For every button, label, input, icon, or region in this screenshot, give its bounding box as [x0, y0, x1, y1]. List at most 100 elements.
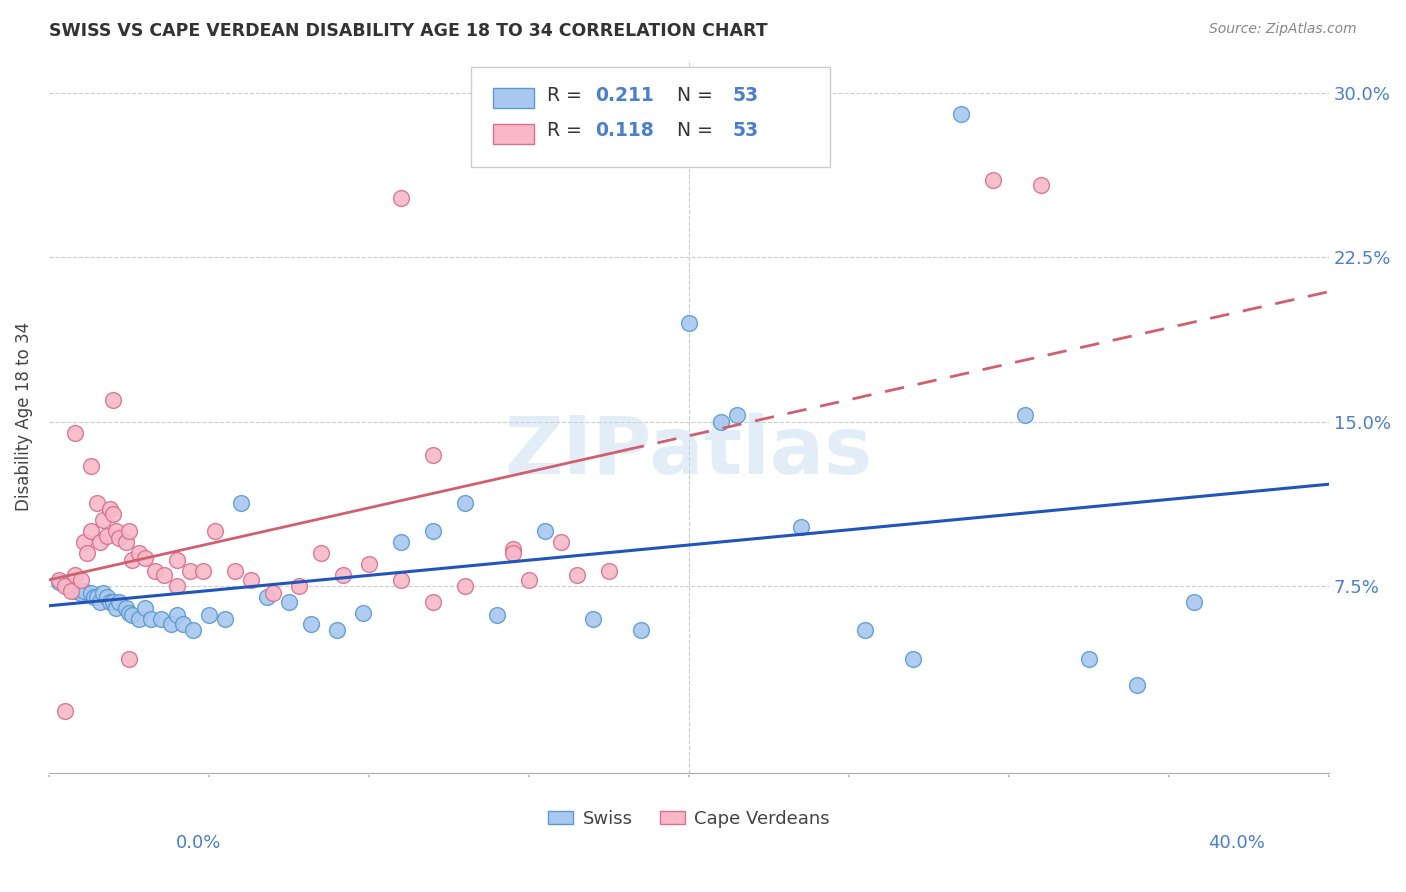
- Text: 53: 53: [733, 121, 758, 140]
- Point: [86, 591, 108, 605]
- Point: [502, 546, 524, 560]
- Point: [153, 568, 176, 582]
- Point: [550, 535, 572, 549]
- Point: [517, 573, 540, 587]
- Point: [48, 574, 70, 589]
- Point: [96, 591, 118, 605]
- Point: [118, 651, 141, 665]
- Point: [101, 507, 124, 521]
- Point: [73, 535, 96, 549]
- Point: [101, 392, 124, 407]
- Point: [565, 568, 588, 582]
- Point: [229, 496, 252, 510]
- Point: [1126, 678, 1149, 692]
- Point: [89, 535, 111, 549]
- Point: [287, 579, 309, 593]
- FancyBboxPatch shape: [494, 124, 534, 144]
- Point: [63, 583, 86, 598]
- Point: [853, 623, 876, 637]
- Text: R =: R =: [547, 86, 588, 104]
- Point: [1077, 651, 1099, 665]
- Text: ZIPatlas: ZIPatlas: [505, 413, 873, 491]
- Point: [121, 553, 143, 567]
- Point: [70, 573, 93, 587]
- Point: [725, 408, 748, 422]
- Point: [83, 591, 105, 605]
- Point: [105, 601, 128, 615]
- Point: [143, 564, 166, 578]
- Point: [485, 607, 508, 622]
- Point: [63, 568, 86, 582]
- Point: [224, 564, 246, 578]
- Point: [128, 546, 150, 560]
- Point: [299, 616, 322, 631]
- Point: [352, 606, 374, 620]
- Point: [1014, 408, 1036, 422]
- Point: [901, 651, 924, 665]
- Point: [204, 524, 226, 539]
- Point: [121, 607, 143, 622]
- Point: [56, 579, 79, 593]
- Point: [630, 623, 652, 637]
- Point: [454, 496, 477, 510]
- Point: [108, 594, 131, 608]
- Point: [105, 524, 128, 539]
- Point: [422, 594, 444, 608]
- Point: [214, 612, 236, 626]
- Text: R =: R =: [547, 121, 588, 140]
- Point: [278, 594, 301, 608]
- Text: 0.0%: 0.0%: [176, 834, 221, 852]
- Point: [172, 616, 194, 631]
- Point: [534, 524, 557, 539]
- Point: [710, 415, 733, 429]
- Point: [159, 616, 181, 631]
- Point: [149, 612, 172, 626]
- Point: [981, 173, 1004, 187]
- Point: [79, 458, 101, 473]
- Text: Source: ZipAtlas.com: Source: ZipAtlas.com: [1209, 22, 1357, 37]
- Point: [949, 107, 972, 121]
- Point: [357, 558, 380, 572]
- Point: [108, 531, 131, 545]
- Point: [134, 601, 156, 615]
- Point: [502, 541, 524, 556]
- Point: [60, 583, 83, 598]
- Point: [98, 594, 121, 608]
- Point: [422, 448, 444, 462]
- Point: [166, 553, 188, 567]
- Point: [93, 586, 115, 600]
- Point: [1182, 594, 1205, 608]
- FancyBboxPatch shape: [494, 88, 534, 108]
- Text: N =: N =: [659, 86, 720, 104]
- Point: [678, 316, 700, 330]
- Point: [166, 607, 188, 622]
- Point: [179, 564, 201, 578]
- Text: 53: 53: [733, 86, 758, 104]
- Point: [134, 550, 156, 565]
- Point: [191, 564, 214, 578]
- Point: [63, 425, 86, 440]
- Point: [86, 496, 108, 510]
- Point: [96, 529, 118, 543]
- Point: [53, 704, 76, 718]
- Point: [70, 586, 93, 600]
- Point: [101, 594, 124, 608]
- Point: [454, 579, 477, 593]
- Point: [326, 623, 349, 637]
- Point: [239, 573, 262, 587]
- Point: [309, 546, 332, 560]
- Point: [166, 579, 188, 593]
- FancyBboxPatch shape: [471, 67, 830, 167]
- Text: 0.118: 0.118: [596, 121, 654, 140]
- Point: [118, 524, 141, 539]
- Point: [141, 612, 163, 626]
- Point: [181, 623, 204, 637]
- Point: [332, 568, 354, 582]
- Point: [79, 586, 101, 600]
- Text: SWISS VS CAPE VERDEAN DISABILITY AGE 18 TO 34 CORRELATION CHART: SWISS VS CAPE VERDEAN DISABILITY AGE 18 …: [49, 22, 768, 40]
- Point: [389, 573, 412, 587]
- Point: [48, 573, 70, 587]
- Point: [98, 502, 121, 516]
- Point: [389, 191, 412, 205]
- Point: [198, 607, 221, 622]
